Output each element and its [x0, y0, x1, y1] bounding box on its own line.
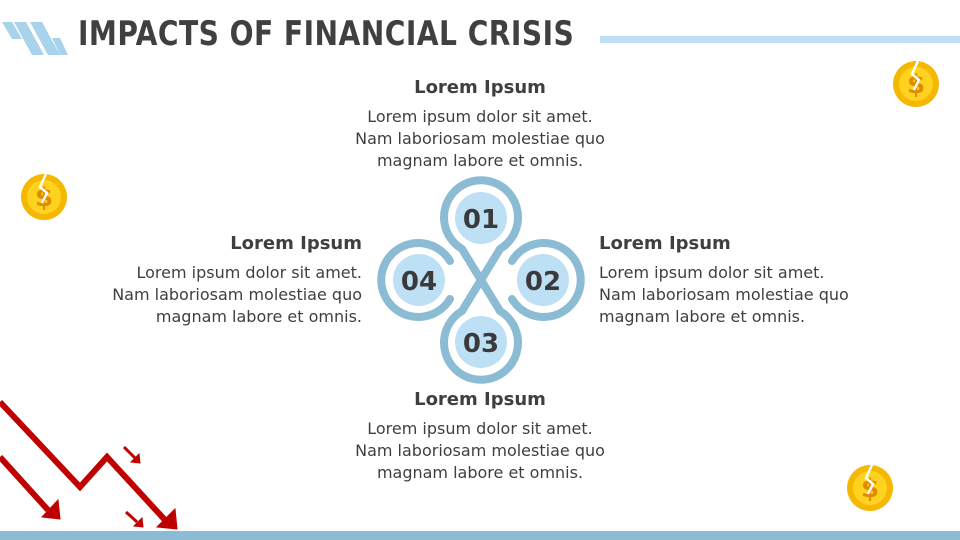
item-heading: Lorem Ipsum [414, 389, 546, 410]
item-heading: Lorem Ipsum [230, 233, 362, 254]
title-accent-bar [600, 36, 960, 43]
item-text: Lorem ipsum dolor sit amet. Nam laborios… [355, 419, 605, 482]
down-trend-arrows-icon [0, 399, 178, 530]
step-number-02: 02 [525, 267, 561, 297]
broken-coin-icon: $ [893, 60, 939, 107]
number-circles [393, 192, 569, 368]
broken-coin-icon: $ [21, 173, 67, 220]
step-number-01: 01 [463, 205, 499, 235]
page-title: IMPACTS OF FINANCIAL CRISIS [78, 14, 575, 54]
stripes-logo-icon [2, 22, 68, 55]
item-text: Lorem ipsum dolor sit amet. Nam laborios… [355, 107, 605, 170]
item-text: Lorem ipsum dolor sit amet. Nam laborios… [112, 263, 362, 326]
item-03: Lorem Ipsum Lorem ipsum dolor sit amet. … [330, 389, 630, 484]
step-number-04: 04 [401, 267, 437, 297]
item-heading: Lorem Ipsum [414, 77, 546, 98]
broken-coin-icon: $ [847, 464, 893, 511]
clover-diagram [377, 176, 585, 384]
item-04: Lorem Ipsum Lorem ipsum dolor sit amet. … [112, 233, 362, 328]
item-02: Lorem Ipsum Lorem ipsum dolor sit amet. … [599, 233, 849, 328]
item-text: Lorem ipsum dolor sit amet. Nam laborios… [599, 263, 849, 326]
footer-bar [0, 531, 960, 540]
item-heading: Lorem Ipsum [599, 233, 731, 254]
step-number-03: 03 [463, 329, 499, 359]
item-01: Lorem Ipsum Lorem ipsum dolor sit amet. … [330, 77, 630, 172]
